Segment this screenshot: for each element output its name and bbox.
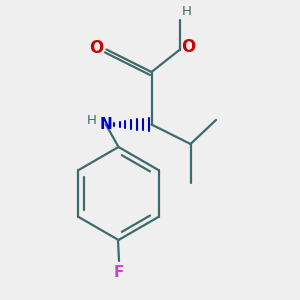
Text: H: H	[182, 5, 191, 18]
Text: O: O	[182, 38, 196, 56]
Text: H: H	[87, 113, 97, 127]
Text: N: N	[100, 117, 112, 132]
Text: O: O	[89, 39, 103, 57]
Text: F: F	[113, 265, 124, 280]
